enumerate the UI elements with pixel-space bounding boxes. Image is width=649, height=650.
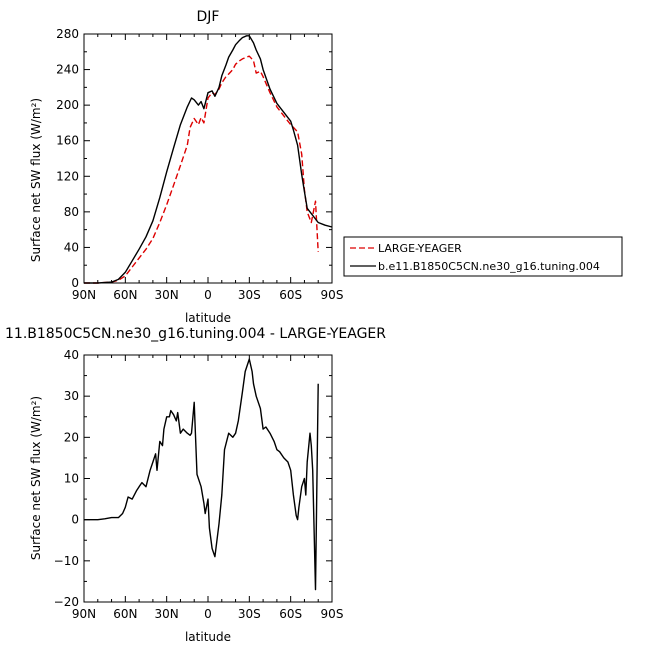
top-x-axis-label: latitude bbox=[185, 311, 231, 325]
top-x-tick-label: 0 bbox=[204, 288, 212, 302]
top-chart-title: DJF bbox=[197, 9, 220, 25]
bottom-y-tick-label: 30 bbox=[64, 389, 79, 403]
bottom-y-tick-label: 40 bbox=[64, 348, 79, 362]
top-x-tick-label: 30N bbox=[155, 288, 179, 302]
legend-label-tuning-004: b.e11.B1850C5CN.ne30_g16.tuning.004 bbox=[378, 260, 600, 273]
legend-box bbox=[343, 236, 623, 277]
bottom-x-tick-label: 90S bbox=[321, 607, 344, 621]
bottom-y-tick-label: −10 bbox=[54, 554, 79, 568]
bottom-x-axis-label: latitude bbox=[185, 630, 231, 644]
top-y-tick-label: 200 bbox=[56, 98, 79, 112]
bottom-panel: 11.B1850C5CN.ne30_g16.tuning.004 - LARGE… bbox=[5, 326, 386, 644]
top-x-tick-label: 30S bbox=[238, 288, 261, 302]
bottom-x-tick-label: 60S bbox=[279, 607, 302, 621]
bottom-y-tick-label: 0 bbox=[71, 513, 79, 527]
bottom-x-tick-label: 30N bbox=[155, 607, 179, 621]
top-x-tick-label: 90N bbox=[72, 288, 96, 302]
top-y-tick-label: 120 bbox=[56, 169, 79, 183]
top-y-tick-label: 80 bbox=[64, 205, 79, 219]
top-x-tick-label: 60N bbox=[113, 288, 137, 302]
bottom-y-tick-label: −20 bbox=[54, 595, 79, 609]
legend-label-large-yeager: LARGE-YEAGER bbox=[378, 242, 462, 255]
top-x-tick-label: 90S bbox=[321, 288, 344, 302]
top-plot-frame bbox=[83, 33, 333, 284]
bottom-chart-title: 11.B1850C5CN.ne30_g16.tuning.004 - LARGE… bbox=[5, 326, 386, 342]
bottom-plot-frame bbox=[83, 354, 333, 603]
top-y-tick-label: 0 bbox=[71, 276, 79, 290]
top-y-tick-label: 160 bbox=[56, 134, 79, 148]
bottom-y-tick-label: 20 bbox=[64, 430, 79, 444]
bottom-x-tick-label: 90N bbox=[72, 607, 96, 621]
bottom-series-line-0 bbox=[84, 358, 319, 591]
bottom-y-axis-label: Surface net SW flux (W/m²) bbox=[29, 396, 43, 560]
bottom-x-tick-label: 0 bbox=[204, 607, 212, 621]
bottom-x-tick-label: 60N bbox=[113, 607, 137, 621]
top-y-axis-label: Surface net SW flux (W/m²) bbox=[29, 98, 43, 262]
top-series-line-1 bbox=[84, 35, 333, 284]
bottom-y-tick-label: 10 bbox=[64, 472, 79, 486]
top-y-tick-label: 240 bbox=[56, 63, 79, 77]
top-x-tick-label: 60S bbox=[279, 288, 302, 302]
top-series-line-0 bbox=[84, 55, 319, 284]
legend: LARGE-YEAGER b.e11.B1850C5CN.ne30_g16.tu… bbox=[343, 236, 623, 277]
top-y-tick-label: 280 bbox=[56, 27, 79, 41]
top-y-tick-label: 40 bbox=[64, 240, 79, 254]
bottom-x-tick-label: 30S bbox=[238, 607, 261, 621]
top-panel: DJF 90N 60N 30N 0 30S 60S 90S 0 40 80 120 160 200 240… bbox=[29, 9, 343, 325]
